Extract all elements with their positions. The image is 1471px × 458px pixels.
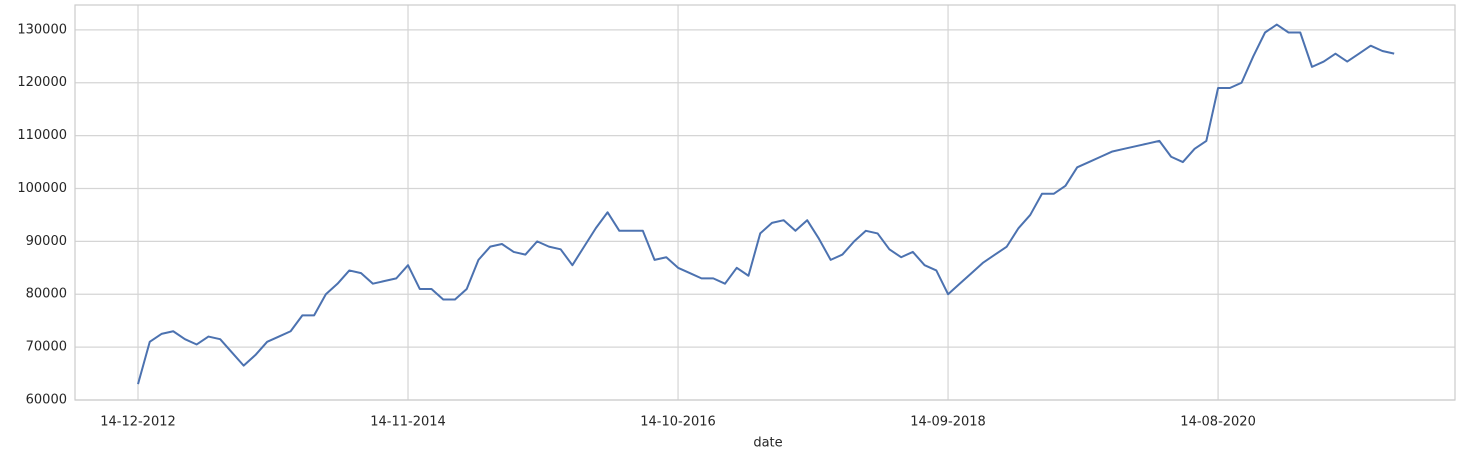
y-tick-label: 60000 — [26, 393, 67, 408]
y-tick-label: 120000 — [17, 75, 67, 90]
x-tick-label: 14-09-2018 — [910, 415, 986, 430]
y-tick-label: 100000 — [17, 181, 67, 196]
y-tick-label: 110000 — [17, 128, 67, 143]
x-tick-label: 14-11-2014 — [370, 415, 446, 430]
plot-frame — [74, 4, 1456, 401]
x-axis-label: date — [753, 436, 782, 451]
y-tick-label: 80000 — [26, 287, 67, 302]
y-tick-label: 90000 — [26, 234, 67, 249]
x-tick-label: 14-08-2020 — [1180, 415, 1256, 430]
x-tick-label: 14-10-2016 — [640, 415, 716, 430]
y-tick-label: 70000 — [26, 340, 67, 355]
data-line — [137, 23, 1395, 385]
y-tick-label: 130000 — [17, 22, 67, 37]
x-tick-label: 14-12-2012 — [100, 415, 176, 430]
